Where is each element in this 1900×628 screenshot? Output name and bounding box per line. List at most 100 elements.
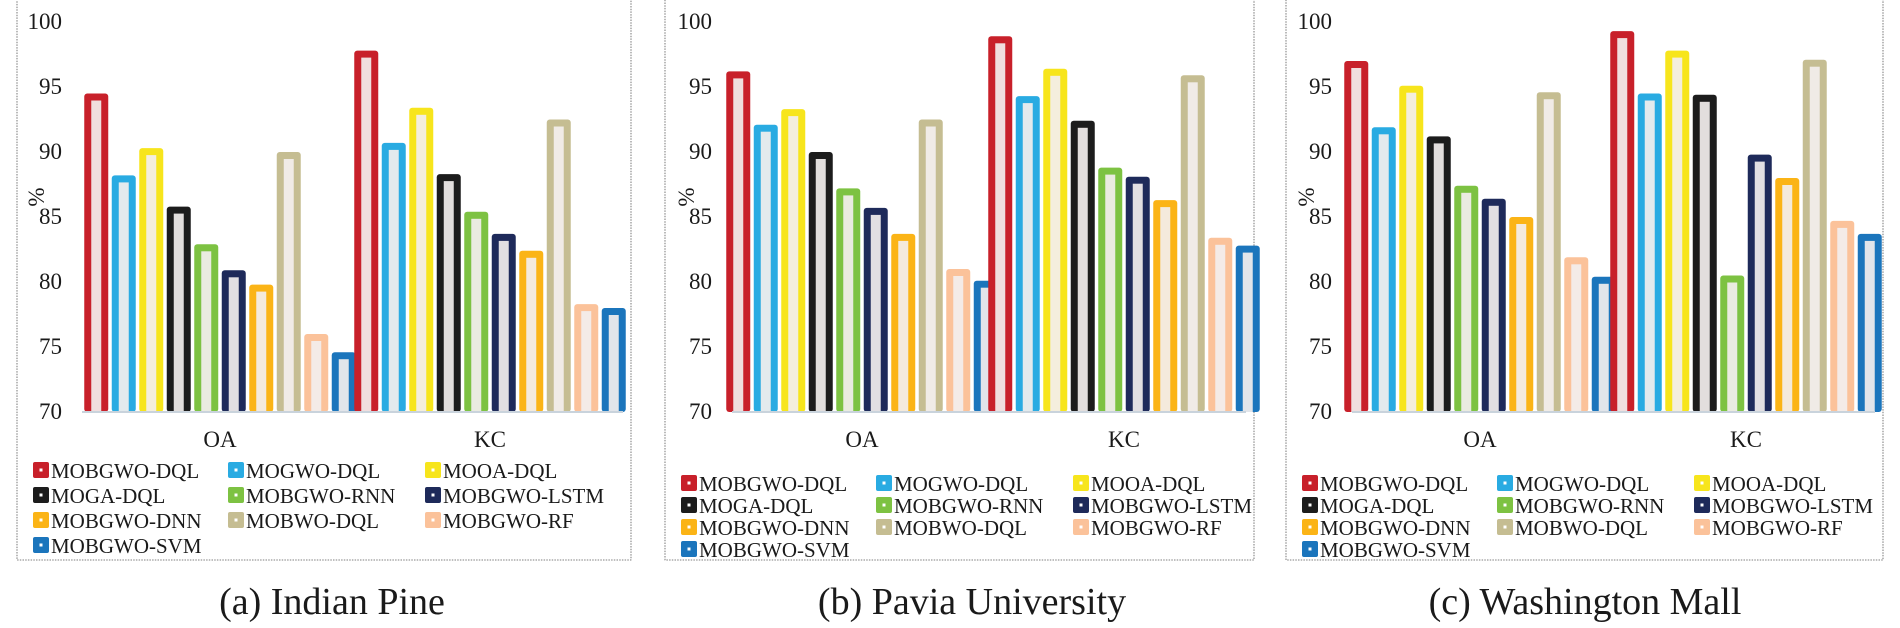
legend-label: MOBGWO-RF (1091, 516, 1222, 540)
bar-mooa-dql-oa (139, 148, 164, 412)
legend-item-mobgwo-rf: MOBGWO-RF (425, 509, 574, 533)
y-tick-label: 80 (1309, 269, 1332, 294)
bar-highlight (1406, 92, 1417, 412)
legend-swatch-dot (1079, 525, 1083, 529)
bar-highlight (416, 114, 427, 413)
y-tick-label: 70 (689, 399, 712, 424)
legend-swatch-dot (431, 518, 435, 522)
legend-label: MOBGWO-DNN (1320, 516, 1471, 540)
bar-highlight (788, 116, 799, 412)
bar-highlight (1617, 38, 1628, 412)
bar-mobgwo-dql-kc (354, 50, 379, 412)
legend-label: MOBGWO-SVM (1320, 538, 1471, 562)
legend-swatch-dot (687, 481, 691, 485)
bar-highlight (581, 311, 592, 412)
bar-highlight (925, 126, 936, 412)
legend-label: MOGWO-DQL (1515, 472, 1649, 496)
y-tick-label: 95 (39, 74, 62, 99)
legend-label: MOOA-DQL (1712, 472, 1826, 496)
y-tick-label: 95 (689, 74, 712, 99)
panel-frame (1285, 0, 1884, 561)
legend-label: MOBGWO-RF (443, 509, 574, 533)
bar-mobgwo-rf-oa (946, 269, 971, 412)
bar-mobgwo-lstm-kc (491, 233, 516, 412)
bar-highlight (980, 287, 991, 412)
legend-swatch-dot (1308, 525, 1312, 529)
bar-moga-dql-oa (1426, 136, 1451, 412)
bar-highlight (1837, 227, 1848, 412)
bar-highlight (256, 291, 267, 412)
bar-mobgwo-rnn-kc (464, 211, 489, 412)
legend-item-mobwo-dql: MOBWO-DQL (1497, 516, 1648, 540)
bar-highlight (388, 149, 399, 412)
legend-label: MOGA-DQL (1320, 494, 1434, 518)
bar-mogwo-dql-kc (1015, 96, 1040, 412)
bar-highlight (118, 182, 129, 412)
bar-highlight (1077, 127, 1088, 413)
y-tick-label: 100 (1298, 9, 1333, 34)
x-tick-label-oa: OA (203, 427, 237, 452)
legend-swatch-dot (431, 468, 435, 472)
x-tick-label-kc: KC (1730, 427, 1762, 452)
legend-item-mobgwo-dql: MOBGWO-DQL (1302, 472, 1468, 496)
legend-item-moga-dql: MOGA-DQL (33, 484, 165, 508)
legend-label: MOBGWO-RNN (246, 484, 395, 508)
legend-swatch-dot (1700, 525, 1704, 529)
bar-mobgwo-dql-kc (988, 36, 1013, 413)
bar-mobgwo-dql-oa (1344, 61, 1369, 412)
legend-item-mobgwo-lstm: MOBGWO-LSTM (1073, 494, 1252, 518)
legend-label: MOGA-DQL (699, 494, 813, 518)
bar-highlight (1782, 185, 1793, 412)
legend-label: MOGA-DQL (51, 484, 165, 508)
legend-item-mobgwo-dnn: MOBGWO-DNN (33, 509, 202, 533)
legend-swatch-dot (882, 503, 886, 507)
bar-mobgwo-rf-kc (1208, 237, 1233, 412)
legend-swatch-dot (687, 547, 691, 551)
bar-moga-dql-oa (166, 206, 191, 412)
legend-label: MOBGWO-RF (1712, 516, 1843, 540)
bar-highlight (870, 214, 881, 412)
y-axis-label: % (674, 187, 699, 206)
bar-mobgwo-svm-oa (331, 352, 356, 412)
legend-item-mooa-dql: MOOA-DQL (1073, 472, 1205, 496)
y-axis-label: % (1294, 187, 1319, 206)
bar-highlight (1644, 100, 1655, 412)
legend-swatch-dot (1079, 503, 1083, 507)
bar-mobgwo-dnn-kc (1153, 200, 1178, 412)
legend-swatch-dot (39, 493, 43, 497)
x-tick-label-oa: OA (845, 427, 879, 452)
bar-mooa-dql-kc (1043, 68, 1068, 413)
bar-mogwo-dql-kc (1637, 93, 1662, 412)
bar-highlight (1351, 68, 1362, 412)
legend-swatch-dot (39, 543, 43, 547)
bar-mobgwo-svm-kc (601, 308, 626, 412)
legend-item-mogwo-dql: MOGWO-DQL (876, 472, 1028, 496)
bar-mobgwo-rf-kc (574, 304, 599, 412)
legend-item-mooa-dql: MOOA-DQL (425, 459, 557, 483)
bar-mobgwo-lstm-kc (1125, 176, 1150, 412)
bar-highlight (1215, 244, 1226, 412)
bar-highlight (361, 57, 372, 412)
bar-mogwo-dql-kc (381, 142, 406, 412)
bar-highlight (443, 181, 454, 412)
bar-moga-dql-kc (436, 174, 461, 412)
y-tick-label: 85 (1309, 204, 1332, 229)
y-tick-label: 95 (1309, 74, 1332, 99)
legend-label: MOBGWO-DQL (1320, 472, 1468, 496)
bar-mobgwo-svm-kc (1857, 233, 1882, 412)
bar-moga-dql-oa (808, 152, 833, 412)
bar-mobgwo-rnn-oa (1454, 185, 1479, 412)
bar-highlight (173, 213, 184, 412)
bar-mobgwo-lstm-kc (1747, 154, 1772, 412)
legend-item-mobwo-dql: MOBWO-DQL (876, 516, 1027, 540)
bar-highlight (1242, 252, 1253, 412)
bar-highlight (815, 159, 826, 412)
bar-mobgwo-rnn-kc (1098, 167, 1123, 412)
y-tick-label: 100 (28, 9, 63, 34)
bar-mobgwo-dnn-oa (1509, 217, 1534, 412)
y-tick-label: 75 (689, 334, 712, 359)
